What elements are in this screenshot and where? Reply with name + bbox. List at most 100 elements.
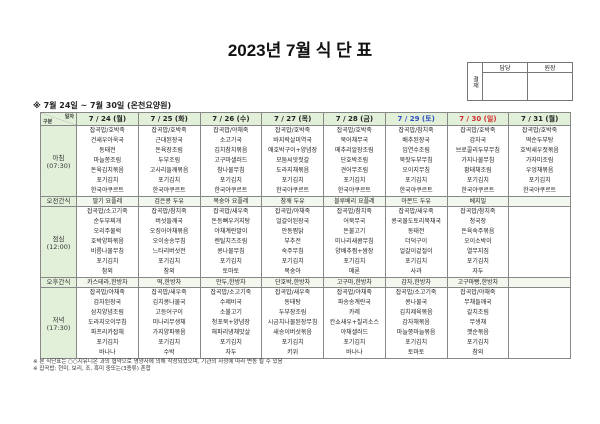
menu-item: 잡곡밥/소고기죽	[210, 289, 252, 296]
menu-item: 떡순두부탕	[525, 137, 554, 144]
meal-row: 아침 (07:30) 잡곡밥/호박죽 건새우아욱국 동태전 마늘쫑조림 돈육김치볶음 포기김치…	[40, 125, 571, 197]
menu-item: 고사리들깨볶음	[149, 167, 189, 174]
menu-item: 콩나물국	[405, 299, 428, 306]
meal-cell: 잡곡밥/참치죽 배추된장국 임연수조림 묵잣두부무침 오이지무침 포기김치 한국야쿠르트	[384, 125, 448, 197]
menu-item: 포기김치	[528, 177, 551, 184]
meal-cell: 잡곡밥/소고기죽 수제비국 소불고기 청포묵+양념장 해파리냉채맛살 포기김치 자두	[199, 287, 263, 359]
menu-item: 호박양파볶음	[90, 238, 124, 245]
meal-cell: 잡곡밥/호박죽 감자국 브로콜리두부무침 가지나물무침 황태채조림 포기김치 한국야쿠르트	[446, 125, 510, 197]
approval-staff-header: 담당	[482, 62, 528, 73]
menu-item	[509, 237, 570, 247]
approval-staff-sign[interactable]	[482, 72, 528, 101]
menu-item: 더덕구이	[405, 238, 428, 245]
meal-cell: 잡곡밥/야채죽 감자된장국 삼치양념조림 도라지오이무침 파프리카잡채 포기김치 바나나	[76, 287, 139, 359]
menu-item: 포기김치	[466, 177, 489, 184]
menu-item: 돈등뼈우거지탕	[211, 218, 251, 225]
menu-item: 포기김치	[405, 258, 428, 265]
menu-item	[509, 298, 570, 308]
menu-item: 콩국물도토리묵채국	[391, 218, 441, 225]
menu-item: 참외	[101, 268, 113, 275]
menu-item: 해파리냉채맛살	[211, 329, 251, 336]
menu-item: 한국야쿠르트	[276, 187, 310, 194]
snack-cell: 베지밀	[446, 196, 510, 207]
menu-item: 바지락살미역국	[273, 137, 312, 144]
menu-item: 잡곡밥/참치죽	[151, 208, 187, 215]
meal-row: 점심 (12:00) 잡곡밥/소고기죽 순두부찌개 오리주물럭 호박양파볶음 비름나물무침 포…	[40, 206, 571, 278]
menu-item: 포기김치	[343, 177, 366, 184]
menu-item: 야채계란말이	[214, 228, 248, 235]
meal-cell: 잡곡밥/호박죽 건새우아욱국 동태전 마늘쫑조림 돈육김치볶음 포기김치 한국야쿠르트	[76, 125, 139, 197]
menu-item	[509, 257, 570, 267]
menu-item: 포기김치	[219, 339, 242, 346]
menu-item: 잡곡밥/호박죽	[460, 127, 496, 134]
menu-item: 잡곡밥/새우죽	[151, 289, 187, 296]
snack-cell: 고구마빵,한방차	[446, 277, 510, 288]
footnote: ※ 잡곡밥: 현미, 보리, 조, 흑미 중또는(3종류) 혼합	[33, 366, 151, 372]
menu-item: 소고기국	[219, 137, 242, 144]
menu-item: 수제비국	[219, 299, 242, 306]
approval-director-sign[interactable]	[527, 72, 573, 101]
menu-item: 포기김치	[281, 339, 304, 346]
menu-item: 순두부찌개	[93, 218, 122, 225]
menu-item: 열무지짐	[466, 248, 489, 255]
day-header: 7 / 26 (수)	[199, 112, 263, 126]
menu-item: 렌틸치즈조림	[214, 238, 248, 245]
menu-item: 야채샐러드	[340, 329, 369, 336]
menu-item: 한국야쿠르트	[214, 187, 248, 194]
menu-item: 포기김치	[219, 177, 242, 184]
menu-item: 건새우아욱국	[90, 137, 124, 144]
meal-cell: 잡곡밥/야채죽 얼갈이된장국 안동찜닭 부추전 숙주무침 포기김치 복숭아	[261, 206, 324, 278]
menu-item: 잡곡밥/새우죽	[275, 289, 311, 296]
menu-item: 토마토	[222, 268, 240, 275]
menu-item: 숙주무침	[281, 248, 304, 255]
menu-item: 양배추찜+쌈장	[335, 248, 374, 255]
menu-item	[509, 247, 570, 257]
menu-item: 애호박구이+양념장	[268, 147, 318, 154]
menu-item: 포기김치	[343, 258, 366, 265]
menu-item: 포기김치	[158, 258, 181, 265]
menu-item: 삼치양념조림	[90, 309, 124, 316]
menu-item: 토마토	[407, 349, 425, 356]
menu-item: 콩나물무침	[217, 248, 245, 255]
menu-item: 포기김치	[158, 177, 181, 184]
meal-cell: 잡곡밥/소고기죽 순두부찌개 오리주물럭 호박양파볶음 비름나물무침 포기김치 참외	[76, 206, 139, 278]
menu-item: 메론	[348, 268, 360, 275]
menu-item	[509, 267, 570, 277]
menu-item: 얼갈이겉절이	[399, 248, 433, 255]
menu-item: 잡곡밥/참치죽	[336, 208, 372, 215]
menu-item: 묵잣두부무침	[399, 157, 433, 164]
menu-item	[509, 227, 570, 237]
menu-item: 잡곡밥/호박죽	[336, 127, 372, 134]
day-header: 7 / 30 (일)	[446, 112, 510, 126]
menu-item: 도라지오이무침	[88, 319, 127, 326]
menu-item: 자두	[472, 268, 484, 275]
snack-cell: 아몬드 두유	[384, 196, 448, 207]
snack-cell: 복숭아 요플레	[199, 196, 263, 207]
menu-item: 마늘쫑조림	[93, 157, 122, 164]
menu-item: 견어무조림	[340, 167, 369, 174]
menu-item: 무생채	[469, 319, 487, 326]
menu-item: 포기김치	[96, 339, 119, 346]
menu-item: 잡곡밥/새우죽	[213, 208, 249, 215]
menu-item: 어묵무국	[343, 218, 366, 225]
menu-item: 단호박조림	[340, 157, 369, 164]
snack-cell	[508, 196, 571, 207]
day-header: 7 / 27 (목)	[261, 112, 324, 126]
menu-item: 키위	[287, 349, 299, 356]
menu-item: 잡곡밥/참치죽	[398, 127, 434, 134]
meal-cell: 잡곡밥/새우죽 콩국물도토리묵채국 동태전 더덕구이 얼갈이겉절이 포기김치 사과	[384, 206, 448, 278]
corner-category-label: 구분	[43, 119, 53, 125]
meal-cell: 잡곡밥/야채죽 소고기국 김치참치볶음 고구마샐러드 참나물무침 포기김치 한국야쿠르트	[199, 125, 263, 197]
menu-item: 동태탕	[284, 299, 301, 306]
menu-item: 자두	[225, 349, 237, 356]
menu-item: 황태채조림	[464, 167, 492, 174]
menu-item: 비름나물무침	[90, 248, 124, 255]
menu-item: 돈육장조림	[155, 147, 183, 154]
day-header: 7 / 25 (화)	[137, 112, 201, 126]
menu-item: 잡곡밥/소고기죽	[87, 208, 128, 215]
meal-cell: 잡곡밥/호박죽 북어채무국 메추리알장조림 단호박조림 견어무조림 포기김치 한국야쿠르트	[323, 125, 386, 197]
menu-item: 청국장	[469, 218, 487, 225]
menu-item: 가지양파볶음	[152, 329, 186, 336]
menu-item: 포기김치	[96, 177, 119, 184]
menu-item: 포기김치	[466, 258, 489, 265]
